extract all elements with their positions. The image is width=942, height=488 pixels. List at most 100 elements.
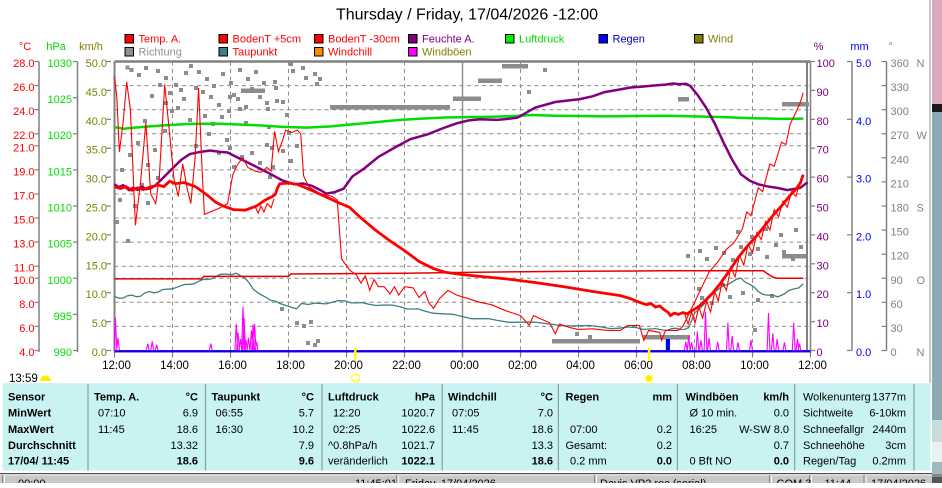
- svg-text:180: 180: [891, 203, 909, 215]
- svg-text:1021.7: 1021.7: [401, 440, 435, 452]
- svg-text:120: 120: [891, 251, 909, 263]
- svg-text:MinWert: MinWert: [8, 408, 52, 420]
- svg-text:7.9: 7.9: [299, 440, 314, 452]
- svg-text:6.0: 6.0: [19, 323, 34, 335]
- svg-text:10.0: 10.0: [86, 289, 107, 301]
- svg-text:90: 90: [891, 275, 903, 287]
- svg-text:60: 60: [891, 299, 903, 311]
- svg-text:Luftdruck: Luftdruck: [519, 34, 565, 46]
- svg-text:°C: °C: [541, 392, 553, 404]
- svg-text:30: 30: [817, 260, 829, 272]
- svg-text:4.0: 4.0: [856, 116, 871, 128]
- svg-text:Davis VP2 rec (serial): Davis VP2 rec (serial): [600, 478, 706, 483]
- svg-text:20: 20: [817, 289, 829, 301]
- svg-text:1025: 1025: [48, 94, 72, 106]
- svg-text:W-SW 8.0: W-SW 8.0: [739, 424, 789, 436]
- svg-text:25.0: 25.0: [86, 203, 107, 215]
- svg-text:0.2mm: 0.2mm: [872, 456, 906, 468]
- svg-text:18.6: 18.6: [532, 424, 553, 436]
- svg-text:45.0: 45.0: [86, 87, 107, 99]
- svg-text:02:25: 02:25: [333, 424, 361, 436]
- svg-text:°C: °C: [186, 392, 198, 404]
- svg-text:10: 10: [817, 318, 829, 330]
- svg-text:22:00: 22:00: [392, 360, 421, 372]
- svg-text:24.0: 24.0: [13, 106, 34, 118]
- svg-text:16:25: 16:25: [690, 424, 718, 436]
- svg-text:13:59: 13:59: [9, 373, 38, 385]
- svg-text:1030: 1030: [48, 58, 72, 70]
- svg-text:3cm: 3cm: [885, 440, 906, 452]
- svg-text:08:00: 08:00: [682, 360, 711, 372]
- svg-text:km/h: km/h: [79, 41, 103, 53]
- svg-text:40.0: 40.0: [86, 116, 107, 128]
- svg-text:0.2 mm: 0.2 mm: [570, 456, 607, 468]
- svg-text:veränderlich: veränderlich: [328, 456, 388, 468]
- svg-text:N: N: [917, 58, 925, 70]
- svg-text:5.0: 5.0: [92, 318, 107, 330]
- svg-text:O: O: [917, 275, 926, 287]
- svg-text:2.0: 2.0: [856, 231, 871, 243]
- svg-text:18.6: 18.6: [177, 424, 198, 436]
- svg-text:km/h: km/h: [763, 392, 789, 404]
- svg-text:15.0: 15.0: [86, 260, 107, 272]
- svg-text:11:45: 11:45: [98, 424, 125, 436]
- svg-text:11:45: 11:45: [452, 424, 479, 436]
- svg-text:3.0: 3.0: [856, 174, 871, 186]
- svg-text:Schneehöhe: Schneehöhe: [803, 440, 865, 452]
- svg-text:15.0: 15.0: [13, 215, 34, 227]
- svg-text:06:00: 06:00: [624, 360, 653, 372]
- svg-text:995: 995: [54, 311, 72, 323]
- svg-text:1020: 1020: [48, 130, 72, 142]
- svg-text:Ø 10 min.: Ø 10 min.: [690, 408, 738, 420]
- svg-text:0.2: 0.2: [657, 424, 672, 436]
- svg-text:mm: mm: [850, 41, 868, 53]
- svg-text:Thursday / Friday, 17/04/2026: Thursday / Friday, 17/04/2026 -12:00: [336, 7, 598, 24]
- svg-text:30: 30: [891, 323, 903, 335]
- svg-text:11:45:01: 11:45:01: [355, 478, 397, 483]
- svg-text:0: 0: [817, 347, 823, 359]
- svg-text:hPa: hPa: [415, 392, 436, 404]
- svg-text:mm: mm: [652, 392, 672, 404]
- svg-text:5.0: 5.0: [856, 58, 871, 70]
- svg-text:0.0: 0.0: [774, 408, 789, 420]
- svg-text:6-10km: 6-10km: [869, 408, 906, 420]
- svg-text:Luftdruck: Luftdruck: [328, 392, 380, 404]
- svg-text:13.0: 13.0: [13, 239, 34, 251]
- svg-text:18.6: 18.6: [177, 456, 198, 468]
- svg-text:40: 40: [817, 231, 829, 243]
- svg-text:18:00: 18:00: [276, 360, 305, 372]
- svg-text:17/04/2026: 17/04/2026: [871, 478, 926, 483]
- svg-text:10.0: 10.0: [13, 275, 34, 287]
- svg-text:00:00: 00:00: [450, 360, 479, 372]
- svg-text:16:00: 16:00: [218, 360, 247, 372]
- svg-text:0.7: 0.7: [774, 440, 789, 452]
- svg-text:%: %: [814, 41, 824, 53]
- svg-text:11:44: 11:44: [825, 478, 852, 483]
- svg-text:90: 90: [817, 87, 829, 99]
- svg-text:1377m: 1377m: [872, 392, 906, 404]
- svg-text:07:10: 07:10: [98, 408, 126, 420]
- svg-text:Taupunkt: Taupunkt: [212, 392, 261, 404]
- svg-text:Feuchte A.: Feuchte A.: [422, 34, 475, 46]
- svg-text:50.0: 50.0: [86, 58, 107, 70]
- svg-text:330: 330: [891, 82, 909, 94]
- svg-text:17/04/ 11:45: 17/04/ 11:45: [8, 456, 69, 468]
- svg-text:80: 80: [817, 116, 829, 128]
- svg-text:Wind: Wind: [708, 34, 733, 46]
- svg-text:hPa: hPa: [46, 41, 66, 53]
- svg-text:1000: 1000: [48, 275, 72, 287]
- svg-text:240: 240: [891, 154, 909, 166]
- svg-text:COM 3: COM 3: [777, 478, 812, 483]
- svg-text:Taupunkt: Taupunkt: [233, 47, 278, 59]
- svg-text:8.0: 8.0: [19, 299, 34, 311]
- svg-text:Windböen: Windböen: [422, 47, 472, 59]
- svg-text:^0.8hPa/h: ^0.8hPa/h: [328, 440, 377, 452]
- svg-text:1022.1: 1022.1: [401, 456, 435, 468]
- svg-text:19.0: 19.0: [13, 166, 34, 178]
- svg-text:18.6: 18.6: [532, 456, 553, 468]
- svg-text:07:05: 07:05: [452, 408, 480, 420]
- svg-text:4.0: 4.0: [19, 347, 34, 359]
- svg-text:10.2: 10.2: [293, 424, 314, 436]
- svg-text:Temp. A.: Temp. A.: [94, 392, 139, 404]
- svg-text:0: 0: [891, 347, 897, 359]
